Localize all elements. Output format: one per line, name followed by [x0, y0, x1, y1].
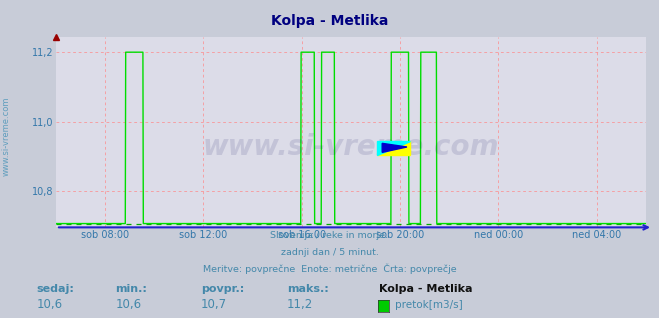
Text: pretok[m3/s]: pretok[m3/s]: [395, 300, 463, 310]
Text: maks.:: maks.:: [287, 284, 328, 294]
Text: www.si-vreme.com: www.si-vreme.com: [203, 133, 499, 161]
Polygon shape: [382, 143, 407, 152]
Text: 10,6: 10,6: [115, 298, 142, 311]
Text: www.si-vreme.com: www.si-vreme.com: [2, 97, 11, 176]
Polygon shape: [378, 141, 410, 155]
Text: Slovenija / reke in morje.: Slovenija / reke in morje.: [270, 232, 389, 240]
Text: 10,7: 10,7: [201, 298, 227, 311]
Text: sedaj:: sedaj:: [36, 284, 74, 294]
Text: min.:: min.:: [115, 284, 147, 294]
Text: Meritve: povprečne  Enote: metrične  Črta: povprečje: Meritve: povprečne Enote: metrične Črta:…: [203, 264, 456, 274]
Text: 10,6: 10,6: [36, 298, 63, 311]
Text: Kolpa - Metlika: Kolpa - Metlika: [379, 284, 473, 294]
Polygon shape: [378, 141, 410, 155]
Text: zadnji dan / 5 minut.: zadnji dan / 5 minut.: [281, 248, 378, 257]
Text: 11,2: 11,2: [287, 298, 313, 311]
Text: povpr.:: povpr.:: [201, 284, 244, 294]
Text: Kolpa - Metlika: Kolpa - Metlika: [271, 14, 388, 28]
